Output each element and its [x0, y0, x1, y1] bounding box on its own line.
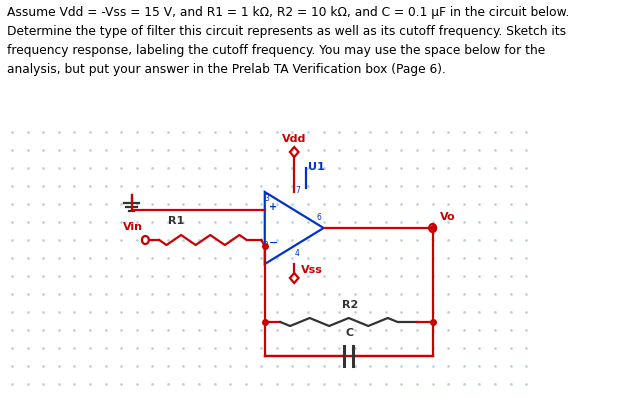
Text: 3: 3 — [264, 194, 269, 203]
Text: −: − — [269, 238, 279, 248]
Text: 7: 7 — [295, 186, 300, 195]
Text: 4: 4 — [295, 249, 300, 258]
Text: R2: R2 — [342, 300, 358, 310]
Text: U1: U1 — [308, 162, 325, 172]
Text: R1: R1 — [168, 216, 184, 226]
Text: Assume Vdd = -Vss = 15 V, and R1 = 1 kΩ, R2 = 10 kΩ, and C = 0.1 μF in the circu: Assume Vdd = -Vss = 15 V, and R1 = 1 kΩ,… — [7, 6, 569, 76]
Text: Vss: Vss — [301, 265, 323, 275]
Text: Vdd: Vdd — [282, 134, 306, 144]
Text: Vo: Vo — [439, 212, 455, 222]
Text: 6: 6 — [317, 213, 322, 222]
Text: C: C — [345, 328, 353, 338]
Text: Vin: Vin — [123, 222, 143, 232]
Text: 2: 2 — [264, 241, 269, 250]
Text: +: + — [269, 202, 278, 212]
